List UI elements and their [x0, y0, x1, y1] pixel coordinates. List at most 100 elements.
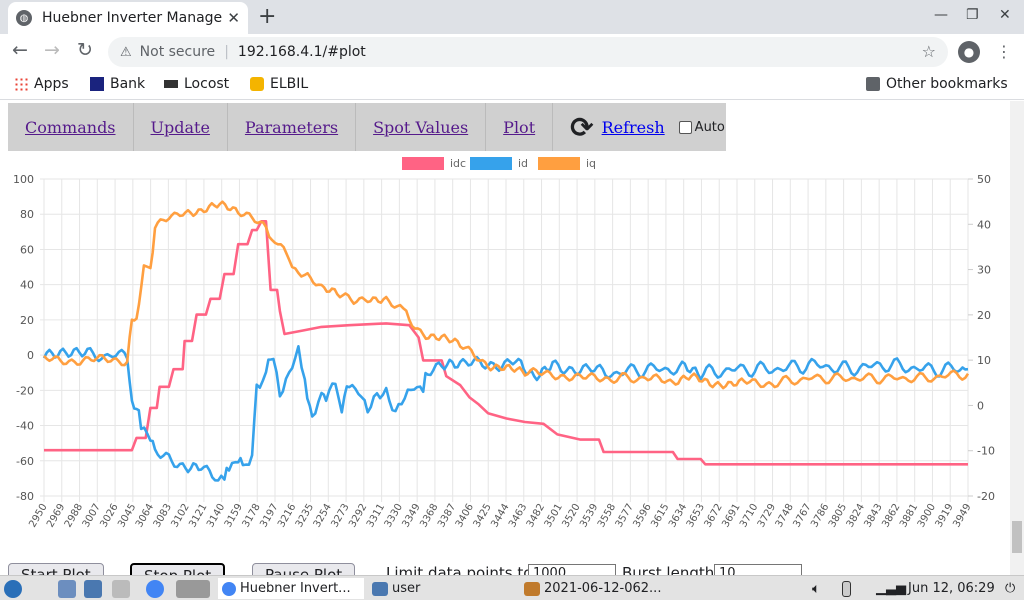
y-right-tick-label: 40 [977, 218, 991, 231]
power-icon[interactable]: ⏻ [1005, 581, 1016, 596]
divider: | [224, 44, 229, 60]
bookmark-label: Apps [34, 76, 69, 92]
page-scrollbar[interactable] [1010, 101, 1024, 575]
close-tab-icon[interactable]: ✕ [227, 9, 240, 27]
desktop-icon[interactable] [176, 578, 210, 599]
legend-swatch-iq [538, 157, 580, 170]
start-plot-button[interactable]: Start Plot [8, 563, 104, 575]
nav-menu: Commands Update Parameters Spot Values P… [8, 103, 726, 151]
series-line-idc [44, 220, 968, 466]
auto-refresh[interactable]: Auto [665, 120, 725, 135]
y-left-tick-label: 80 [20, 208, 34, 221]
legend-label-iq: iq [586, 157, 596, 170]
browser-tab[interactable]: ◍ Huebner Inverter Manage ✕ [8, 2, 248, 34]
auto-label: Auto [694, 119, 725, 135]
bookmark-locost[interactable]: Locost [164, 76, 229, 92]
nav-link[interactable]: Spot Values [373, 117, 469, 137]
back-icon[interactable]: ← [12, 39, 28, 61]
task-image[interactable]: 2021-06-12-062... [524, 578, 661, 599]
kebab-menu-icon[interactable]: ⋮ [996, 42, 1012, 61]
chrome-icon[interactable] [146, 578, 164, 599]
nav-update[interactable]: Update [134, 103, 228, 151]
y-left-tick-label: -60 [16, 455, 34, 468]
nav-plot[interactable]: Plot [486, 103, 554, 151]
limit-input[interactable]: 1000 [528, 564, 616, 575]
globe-icon: ◍ [16, 10, 32, 26]
y-left-tick-label: -40 [16, 420, 34, 433]
bookmark-label: Bank [110, 76, 146, 92]
os-taskbar: Huebner Invert... user 2021-06-12-062...… [0, 575, 1024, 600]
legend-swatch-id [470, 157, 512, 170]
plot-controls: Start Plot Stop Plot Pause Plot Limit da… [0, 559, 1010, 575]
car-icon [164, 80, 178, 88]
volume-icon[interactable]: 🔈︎ [812, 580, 821, 597]
plot-chart: 2950296929883007302630453064308331023121… [13, 157, 995, 530]
bookmark-label: ELBIL [270, 76, 309, 92]
y-left-tick-label: -20 [16, 384, 34, 397]
apps-grid-icon [14, 77, 28, 91]
task-folder[interactable]: user [372, 578, 420, 599]
nav-link[interactable]: Update [150, 117, 210, 137]
y-right-tick-label: 20 [977, 309, 991, 322]
signal-icon[interactable]: ▁▃▅ [876, 581, 906, 596]
files-icon[interactable] [58, 578, 76, 599]
stop-plot-button[interactable]: Stop Plot [130, 563, 226, 575]
nav-link[interactable]: Plot [503, 117, 536, 137]
series-line-id [42, 345, 969, 482]
series-line-iq [43, 200, 970, 390]
nav-link[interactable]: Parameters [244, 117, 339, 137]
reload-icon[interactable]: ↻ [77, 39, 93, 61]
bookmarks-bar: Apps Bank Locost ELBIL Other bookmarks [0, 70, 1024, 100]
bookmark-label: Locost [184, 76, 230, 92]
auto-checkbox[interactable] [678, 120, 692, 134]
nav-parameters[interactable]: Parameters [228, 103, 357, 151]
task-chrome[interactable]: Huebner Invert... [218, 578, 364, 599]
nav-link[interactable]: Commands [25, 117, 116, 137]
task-label: user [392, 581, 421, 596]
bookmark-apps[interactable]: Apps [14, 76, 69, 92]
minimize-icon[interactable]: — [934, 7, 948, 23]
nav-refresh[interactable]: ⟳ Refresh [553, 103, 665, 151]
refresh-icon[interactable]: ⟳ [570, 110, 594, 144]
task-label: Huebner Invert... [240, 581, 351, 596]
legend-label-idc: idc [450, 157, 466, 170]
x-tick-label: 3949 [951, 502, 973, 530]
nav-spot-values[interactable]: Spot Values [356, 103, 487, 151]
burst-input[interactable]: 10 [714, 564, 802, 575]
other-bookmarks-label: Other bookmarks [886, 76, 1008, 92]
tab-strip: ◍ Huebner Inverter Manage ✕ + — ❐ ✕ [0, 0, 1024, 34]
y-left-tick-label: -80 [16, 490, 34, 503]
battery-icon[interactable] [842, 578, 851, 599]
new-tab-button[interactable]: + [258, 4, 277, 29]
y-left-tick-label: 0 [27, 349, 34, 362]
bookmark-bank[interactable]: Bank [90, 76, 145, 92]
warning-icon: ⚠ [120, 44, 132, 60]
tab-title: Huebner Inverter Manage [42, 10, 223, 26]
burst-label: Burst length: [622, 564, 720, 575]
y-right-tick-label: 30 [977, 264, 991, 277]
limit-label: Limit data points to: [386, 564, 538, 575]
scrollbar-thumb[interactable] [1012, 521, 1022, 553]
restore-icon[interactable]: ❐ [966, 7, 979, 23]
star-icon[interactable]: ☆ [921, 42, 936, 61]
bookmark-elbil[interactable]: ELBIL [250, 76, 308, 92]
refresh-link[interactable]: Refresh [601, 117, 665, 137]
profile-avatar-icon[interactable]: ● [958, 41, 980, 63]
y-left-tick-label: 20 [20, 314, 34, 327]
forward-icon[interactable]: → [44, 39, 60, 61]
folder-icon [372, 581, 388, 596]
url-text[interactable]: 192.168.4.1/#plot [237, 44, 366, 60]
browser-launcher-icon[interactable] [84, 578, 102, 599]
clock: Jun 12, 06:29 [908, 581, 995, 596]
page-content: Commands Update Parameters Spot Values P… [0, 101, 1010, 575]
window-close-icon[interactable]: ✕ [999, 7, 1011, 23]
legend-swatch-idc [402, 157, 444, 170]
terminal-icon[interactable] [112, 578, 130, 599]
y-left-tick-label: 60 [20, 243, 34, 256]
start-menu-icon[interactable] [4, 578, 22, 599]
other-bookmarks[interactable]: Other bookmarks [866, 76, 1008, 92]
nav-commands[interactable]: Commands [8, 103, 134, 151]
pause-plot-button[interactable]: Pause Plot [252, 563, 356, 575]
y-left-tick-label: 100 [13, 173, 34, 186]
address-bar[interactable]: ⚠ Not secure | 192.168.4.1/#plot ☆ [108, 37, 948, 67]
